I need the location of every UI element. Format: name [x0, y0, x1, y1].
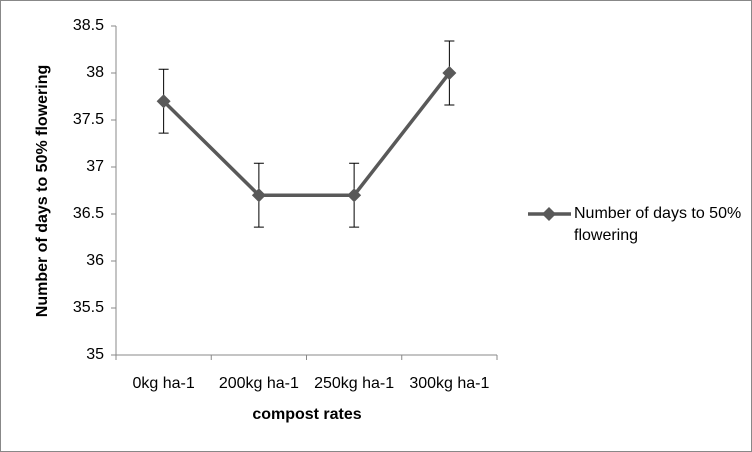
- legend-marker: [542, 207, 556, 221]
- marker: [251, 188, 266, 203]
- marker: [347, 188, 362, 203]
- x-tick-label: 250kg ha-1: [314, 375, 394, 392]
- y-tick-label: 36: [86, 252, 104, 269]
- x-axis-label: compost rates: [252, 406, 361, 423]
- marker: [156, 94, 171, 109]
- y-tick-label: 37: [86, 158, 104, 175]
- y-tick-label: 37.5: [73, 111, 104, 128]
- marker: [442, 66, 457, 80]
- y-axis-label: Number of days to 50% flowering: [34, 65, 51, 317]
- y-tick-label: 35: [86, 346, 104, 363]
- y-tick-label: 35.5: [73, 299, 104, 316]
- y-tick-label: 38.5: [73, 17, 104, 34]
- y-tick-label: 36.5: [73, 205, 104, 222]
- y-tick-label: 38: [86, 64, 104, 81]
- legend-label: Number of days to 50% flowering: [574, 205, 742, 244]
- x-tick-label: 300kg ha-1: [409, 375, 489, 392]
- x-tick-label: 200kg ha-1: [219, 375, 299, 392]
- x-tick-label: 0kg ha-1: [132, 375, 194, 392]
- series-line: [162, 71, 451, 197]
